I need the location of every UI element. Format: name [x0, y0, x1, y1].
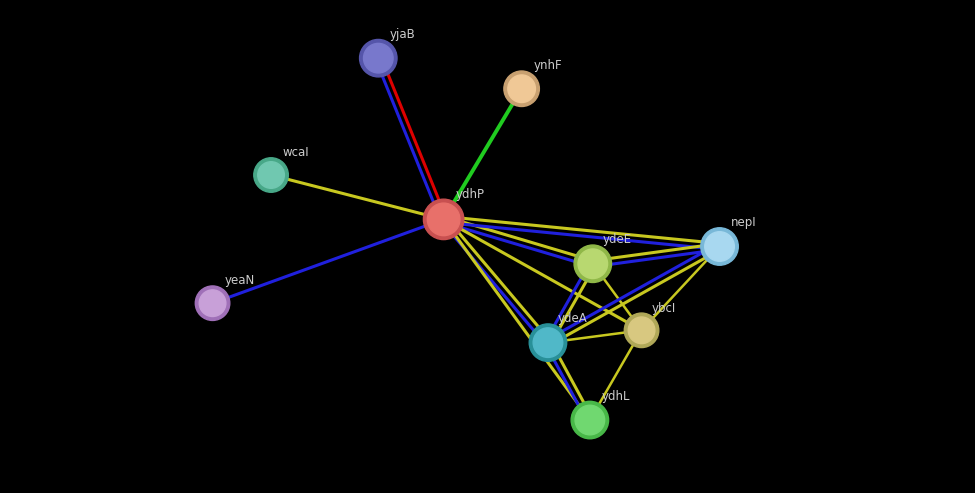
- Circle shape: [705, 232, 734, 261]
- Circle shape: [364, 43, 393, 73]
- Text: ydhL: ydhL: [602, 390, 630, 403]
- Circle shape: [257, 162, 285, 188]
- Circle shape: [701, 228, 738, 265]
- Circle shape: [195, 286, 230, 320]
- Circle shape: [529, 324, 566, 361]
- Text: ydeA: ydeA: [558, 313, 588, 325]
- Circle shape: [578, 249, 607, 279]
- Circle shape: [533, 328, 563, 357]
- Circle shape: [360, 39, 397, 77]
- Text: ynhF: ynhF: [533, 60, 562, 72]
- Circle shape: [508, 75, 535, 103]
- Text: nepI: nepI: [731, 216, 757, 229]
- Circle shape: [199, 290, 226, 317]
- Text: yeaN: yeaN: [224, 275, 254, 287]
- Text: yjaB: yjaB: [390, 28, 415, 41]
- Circle shape: [575, 405, 604, 435]
- Circle shape: [574, 245, 611, 282]
- Circle shape: [571, 401, 608, 439]
- Text: wcaI: wcaI: [283, 146, 309, 159]
- Text: ybcI: ybcI: [651, 302, 676, 315]
- Circle shape: [427, 203, 460, 236]
- Circle shape: [504, 71, 539, 106]
- Circle shape: [628, 317, 655, 344]
- Circle shape: [624, 313, 659, 348]
- Text: ydhP: ydhP: [455, 188, 485, 201]
- Circle shape: [423, 199, 464, 240]
- Circle shape: [254, 158, 289, 192]
- Text: ydeE: ydeE: [603, 234, 632, 246]
